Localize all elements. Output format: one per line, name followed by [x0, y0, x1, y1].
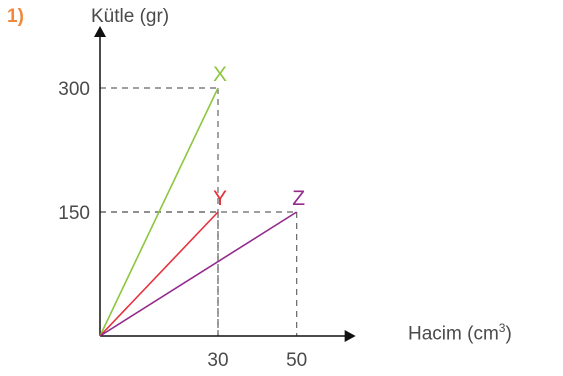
guide-lines [100, 87, 298, 336]
y-tick-label: 300 [58, 79, 90, 100]
tick-labels: 30 50 300 150 [58, 79, 307, 371]
series-lines [99, 87, 298, 337]
series-label-y: Y [213, 187, 227, 210]
series-line-z [99, 211, 298, 337]
y-tick-label: 150 [58, 203, 90, 224]
x-axis-arrow [344, 330, 356, 342]
problem-number: 1) [7, 6, 24, 27]
series-label-x: X [213, 63, 227, 86]
y-axis-arrow [94, 26, 106, 37]
x-tick-label: 30 [207, 350, 228, 371]
axes [94, 26, 356, 342]
series-line-x [99, 87, 219, 337]
x-axis-label: Hacim (cm3) [408, 321, 512, 345]
x-tick-label: 50 [286, 350, 307, 371]
series-label-z: Z [292, 187, 305, 210]
y-axis-label: Kütle (gr) [91, 6, 170, 27]
series-labels: X Y Z [213, 63, 305, 210]
series-line-y [99, 211, 219, 337]
